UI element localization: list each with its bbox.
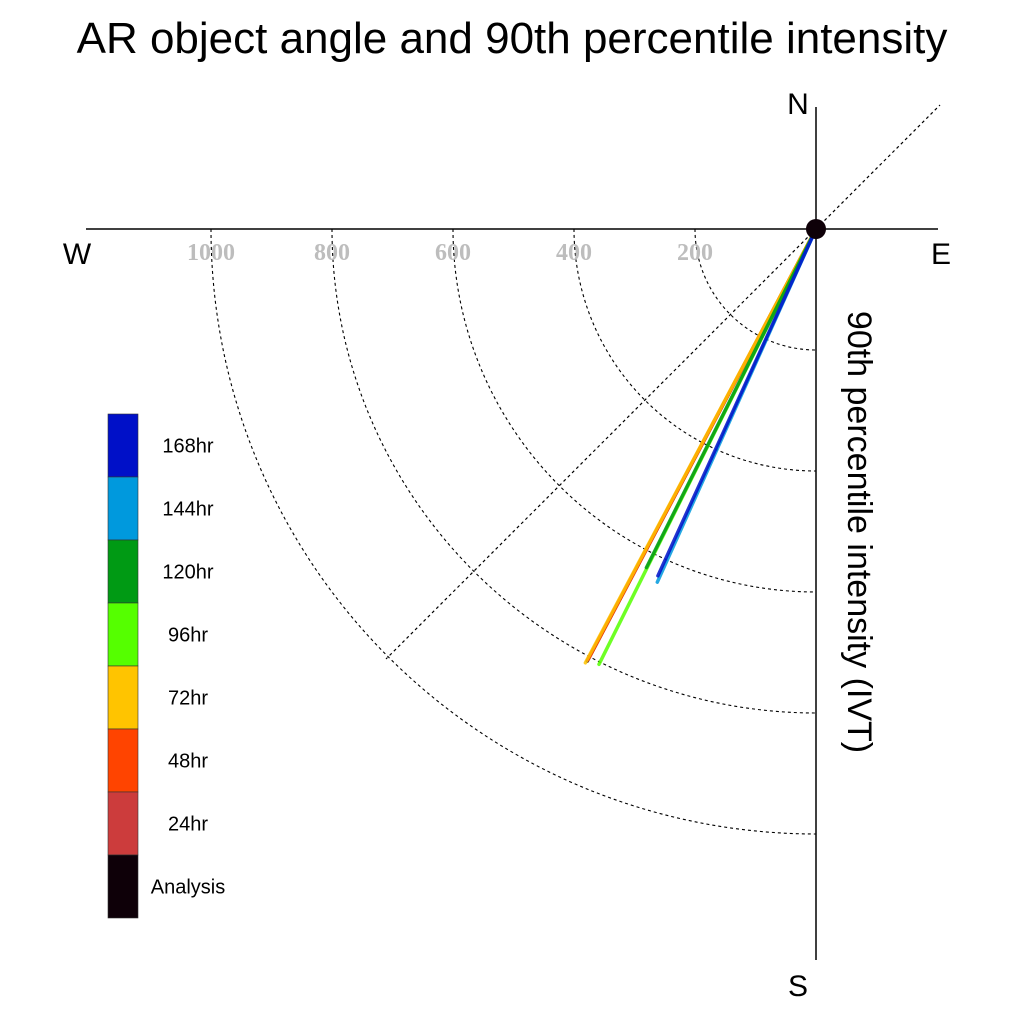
- y-axis-label: 90th percentile intensity (IVT): [840, 311, 878, 753]
- legend-swatch: [107, 728, 139, 793]
- legend-swatch: [107, 854, 139, 919]
- west-label: W: [63, 238, 92, 271]
- axes: [86, 104, 941, 960]
- series-vectors: [583, 227, 818, 667]
- diagonal-grid-line-sw: [385, 228, 817, 660]
- legend-swatch: [107, 791, 139, 856]
- legend-label: 120hr: [162, 562, 213, 584]
- legend-swatch: [107, 413, 139, 478]
- radial-grid-arc: [331, 228, 817, 714]
- legend-label: 48hr: [168, 751, 208, 773]
- east-label: E: [931, 238, 951, 271]
- radial-tick-label: 200: [677, 240, 713, 266]
- series-vector-168hr: [656, 227, 818, 578]
- radial-tick-label: 800: [314, 240, 350, 266]
- legend-label: 96hr: [168, 625, 208, 647]
- series-vector-72hr: [583, 227, 818, 665]
- legend-swatch: [107, 476, 139, 541]
- radial-grid-arc: [694, 228, 817, 351]
- legend-label: 144hr: [162, 499, 213, 521]
- north-label: N: [787, 88, 809, 121]
- south-label: S: [788, 970, 808, 1003]
- radial-tick-labels: 200 400 600 800 1000: [187, 240, 713, 266]
- legend-swatch: [107, 665, 139, 730]
- legend-swatch: [107, 539, 139, 604]
- radial-grid-arc: [452, 228, 817, 593]
- origin-marker: [806, 219, 826, 239]
- legend-label: 72hr: [168, 688, 208, 710]
- radial-tick-label: 400: [556, 240, 592, 266]
- legend: 168hr 144hr 120hr 96hr 72hr 48hr 24hr Analysis: [107, 413, 225, 919]
- radial-grid-arc: [573, 228, 817, 472]
- legend-label: 168hr: [162, 436, 213, 458]
- series-vector-120hr: [644, 227, 818, 570]
- radial-grid-arc: [210, 228, 817, 835]
- legend-label: Analysis: [151, 877, 225, 899]
- diagonal-grid-line-ne: [815, 104, 941, 230]
- legend-label: 24hr: [168, 814, 208, 836]
- radial-tick-label: 600: [435, 240, 471, 266]
- grid: [210, 228, 817, 835]
- radial-tick-label: 1000: [187, 240, 235, 266]
- legend-swatch: [107, 602, 139, 667]
- chart-title: AR object angle and 90th percentile inte…: [76, 14, 948, 63]
